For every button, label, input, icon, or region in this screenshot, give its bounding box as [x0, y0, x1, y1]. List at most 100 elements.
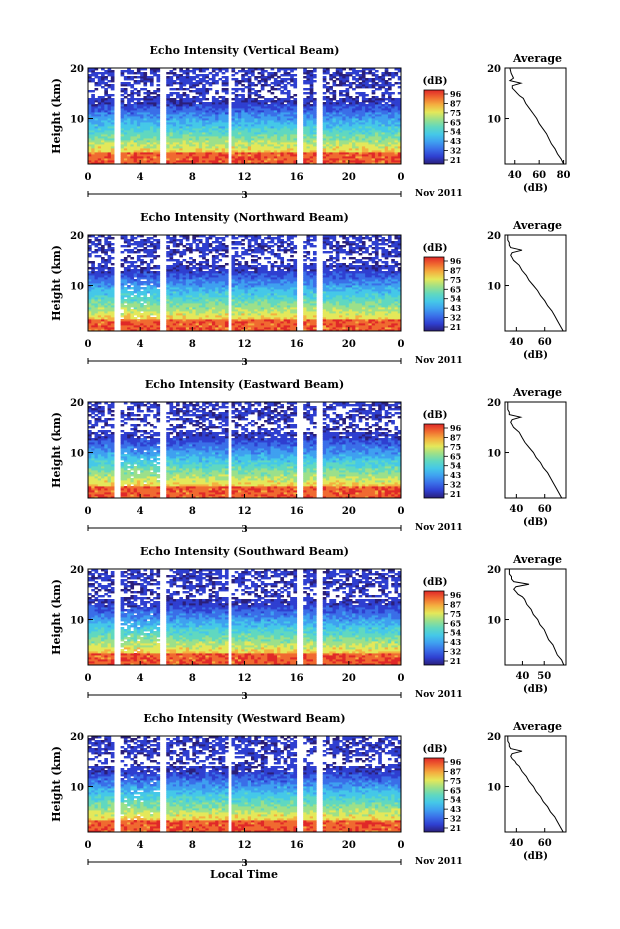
heatmap-cell [329, 92, 333, 95]
heatmap-cell [195, 74, 200, 77]
heatmap-cell [374, 158, 379, 161]
heatmap-cell [254, 140, 258, 143]
heatmap-cell [247, 150, 252, 153]
heatmap-cell [280, 150, 285, 153]
heatmap-cell [123, 96, 128, 99]
heatmap-cell [166, 162, 170, 165]
heatmap-cell [384, 122, 389, 125]
heatmap-cell [397, 126, 402, 129]
heatmap-cell [133, 146, 138, 149]
heatmap-cell [391, 136, 395, 139]
heatmap-cell [94, 130, 99, 133]
heatmap-cell [176, 130, 180, 133]
heatmap-cell [234, 148, 239, 151]
heatmap-cell [381, 136, 386, 139]
heatmap-cell [342, 132, 346, 135]
heatmap-cell [254, 122, 258, 125]
heatmap-cell [290, 130, 294, 133]
heatmap-cell [189, 160, 193, 163]
heatmap-cell [348, 72, 353, 75]
heatmap-cell [94, 124, 99, 127]
heatmap-cell [153, 154, 157, 157]
heatmap-cell [153, 144, 157, 147]
heatmap-cell [384, 146, 389, 149]
heatmap-cell [169, 148, 174, 151]
heatmap-cell [211, 160, 216, 163]
heatmap-cell [312, 74, 317, 77]
heatmap-cell [120, 144, 125, 147]
heatmap-cell [176, 128, 180, 131]
heatmap-cell [277, 88, 281, 91]
heatmap-cell [237, 144, 242, 147]
heatmap-cell [94, 128, 99, 131]
heatmap-cell [361, 160, 366, 163]
heatmap-cell [205, 142, 210, 145]
heatmap-cell [149, 130, 154, 133]
heatmap-cell [198, 142, 203, 145]
x-tick-label: 16 [290, 172, 304, 183]
heatmap-cell [365, 148, 369, 151]
heatmap-cell [146, 162, 151, 165]
heatmap-cell [215, 132, 219, 135]
heatmap-cell [101, 120, 105, 123]
heatmap-cell [397, 144, 402, 147]
heatmap-cell [329, 148, 333, 151]
heatmap-cell [127, 132, 131, 135]
heatmap-cell [211, 96, 216, 99]
heatmap-cell [335, 142, 340, 145]
heatmap-cell [345, 132, 350, 135]
heatmap-cell [384, 134, 389, 137]
heatmap-cell [211, 150, 216, 153]
heatmap-cell [358, 160, 363, 163]
heatmap-cell [352, 140, 356, 143]
heatmap-cell [189, 158, 193, 161]
heatmap-cell [358, 132, 363, 135]
heatmap-cell [107, 144, 112, 147]
heatmap-cell [273, 128, 278, 131]
heatmap-cell [179, 122, 183, 125]
heatmap-cell [273, 96, 278, 99]
heatmap-cell [208, 144, 213, 147]
heatmap-cell [91, 160, 95, 163]
heatmap-cell [205, 160, 210, 163]
heatmap-cell [211, 144, 216, 147]
heatmap-cell [101, 144, 105, 147]
heatmap-cell [339, 158, 343, 161]
heatmap-cell [211, 120, 216, 123]
heatmap-cell [251, 82, 255, 85]
heatmap-cell [283, 124, 288, 127]
heatmap-cell [387, 130, 392, 133]
heatmap-cell [156, 74, 161, 77]
heatmap-cell [267, 148, 271, 151]
heatmap-cell [172, 150, 177, 153]
heatmap-cell [303, 128, 307, 131]
heatmap-cell [211, 128, 216, 131]
heatmap-cell [156, 150, 161, 153]
heatmap-cell [97, 140, 102, 143]
heatmap-cell [133, 152, 138, 155]
heatmap-cell [254, 134, 258, 137]
heatmap-cell [273, 134, 278, 137]
heatmap-cell [140, 313, 144, 316]
heatmap-cell [133, 162, 138, 165]
heatmap-cell [332, 154, 337, 157]
heatmap-cell [218, 152, 223, 155]
heatmap-cell [332, 144, 337, 147]
heatmap-cell [231, 126, 236, 129]
heatmap-cell [104, 132, 108, 135]
heatmap-cell [143, 162, 148, 165]
heatmap-cell [348, 130, 353, 133]
heatmap-cell [378, 124, 382, 127]
heatmap-cell [277, 124, 281, 127]
heatmap-cell [267, 84, 271, 87]
heatmap-cell [283, 78, 288, 81]
heatmap-cell [345, 148, 350, 151]
heatmap-cell [153, 160, 157, 163]
heatmap-cell [123, 158, 128, 161]
heatmap-cell [264, 154, 268, 157]
heatmap-cell [104, 142, 108, 145]
heatmap-cell [104, 130, 108, 133]
heatmap-cell [130, 84, 135, 87]
heatmap-cell [368, 152, 373, 155]
heatmap-cell [365, 154, 369, 157]
